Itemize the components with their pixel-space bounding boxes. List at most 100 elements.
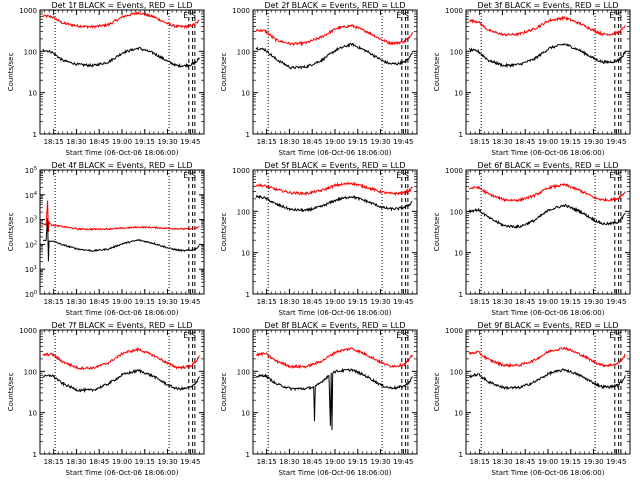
flag-label: E (609, 331, 614, 340)
x-tick-label: 19:45 (606, 138, 626, 146)
x-tick-label: 19:15 (348, 458, 368, 466)
x-tick-label: 19:45 (180, 298, 200, 306)
x-tick-label: 18:30 (66, 458, 86, 466)
lld-series-line (468, 182, 626, 203)
y-tick-label: 100 (237, 208, 250, 216)
x-axis-label: Start Time (06-Oct-06 18:06:00) (66, 469, 179, 477)
y-axis-label: Counts/sec (7, 213, 15, 252)
y-tick-label: 1 (246, 451, 250, 459)
y-tick-label: 10 (454, 90, 463, 98)
x-tick-label: 19:45 (180, 458, 200, 466)
x-axis-label: Start Time (06-Oct-06 18:06:00) (279, 469, 392, 477)
x-tick-label: 18:15 (470, 138, 490, 146)
y-axis-label: Counts/sec (220, 373, 228, 412)
y-tick-label: 105 (25, 166, 37, 175)
plot-frame (252, 169, 418, 295)
x-tick-label: 18:45 (89, 298, 109, 306)
y-tick-label: 1000 (445, 7, 463, 15)
plot-title: Det 4f BLACK = Events, RED = LLD (51, 161, 192, 170)
x-axis-label: Start Time (06-Oct-06 18:06:00) (492, 309, 605, 317)
y-tick-label: 1 (246, 291, 250, 299)
lld-series-line (255, 24, 413, 47)
y-axis-label: Counts/sec (7, 373, 15, 412)
x-tick-label: 19:30 (370, 138, 390, 146)
x-tick-label: 19:00 (538, 458, 558, 466)
x-tick-label: 18:15 (257, 298, 277, 306)
detector-plot-6: Det 6f BLACK = Events, RED = LLD 1 10 100 10… (433, 161, 631, 317)
x-tick-label: 19:30 (157, 138, 177, 146)
y-tick-label: 100 (450, 48, 463, 56)
plot-frame (465, 9, 631, 135)
x-tick-label: 19:30 (583, 458, 603, 466)
y-tick-label: 10 (241, 90, 250, 98)
lld-series-line (255, 181, 413, 197)
y-tick-label: 10 (454, 410, 463, 418)
x-tick-label: 19:30 (157, 298, 177, 306)
x-tick-label: 19:15 (561, 298, 581, 306)
plot-frame (252, 329, 418, 455)
x-axis-label: Start Time (06-Oct-06 18:06:00) (279, 149, 392, 157)
detector-plot-4: Det 4f BLACK = Events, RED = LLD 100 101 10… (7, 161, 205, 317)
x-tick-label: 19:30 (583, 298, 603, 306)
y-tick-label: 1000 (19, 7, 37, 15)
flag-label: S (191, 11, 196, 20)
events-series-line (255, 42, 413, 70)
y-tick-label: 1 (459, 291, 463, 299)
x-axis-label: Start Time (06-Oct-06 18:06:00) (66, 149, 179, 157)
x-tick-label: 19:00 (112, 458, 132, 466)
events-series-line (42, 218, 200, 262)
x-axis-label: Start Time (06-Oct-06 18:06:00) (492, 149, 605, 157)
detector-plot-5: Det 5f BLACK = Events, RED = LLD 1 10 100 10… (220, 161, 418, 317)
lld-series-line (468, 15, 626, 37)
plot-title: Det 3f BLACK = Events, RED = LLD (477, 1, 618, 10)
events-series-line (255, 194, 413, 213)
y-tick-label: 100 (450, 368, 463, 376)
y-tick-label: 10 (241, 410, 250, 418)
x-tick-label: 18:30 (492, 138, 512, 146)
x-tick-label: 18:30 (66, 138, 86, 146)
x-tick-label: 18:15 (44, 298, 64, 306)
y-tick-label: 100 (237, 48, 250, 56)
x-tick-label: 18:15 (470, 458, 490, 466)
x-tick-label: 19:45 (393, 138, 413, 146)
detector-plot-9: Det 9f BLACK = Events, RED = LLD 1 10 100 10… (433, 321, 631, 477)
plot-title: Det 8f BLACK = Events, RED = LLD (264, 321, 405, 330)
events-series-line (468, 203, 626, 230)
y-tick-label: 1000 (232, 7, 250, 15)
x-tick-label: 18:30 (492, 298, 512, 306)
y-tick-label: 10 (241, 250, 250, 258)
flag-label: S (404, 11, 409, 20)
y-tick-label: 100 (25, 290, 37, 299)
y-axis-label: Counts/sec (7, 53, 15, 92)
x-tick-label: 19:00 (112, 138, 132, 146)
plot-title: Det 5f BLACK = Events, RED = LLD (264, 161, 405, 170)
x-tick-label: 19:00 (538, 138, 558, 146)
x-tick-label: 18:15 (257, 138, 277, 146)
x-tick-label: 18:45 (302, 458, 322, 466)
x-tick-label: 18:45 (302, 298, 322, 306)
events-series-line (42, 368, 200, 394)
flag-label: E (396, 11, 401, 20)
x-tick-label: 18:45 (89, 458, 109, 466)
events-series-line (469, 368, 626, 391)
flag-label: S (191, 331, 196, 340)
x-tick-label: 18:30 (279, 458, 299, 466)
y-tick-label: 1000 (445, 167, 463, 175)
events-series-line (42, 46, 200, 69)
detector-plot-8: Det 8f BLACK = Events, RED = LLD 1 10 100 10… (220, 321, 418, 477)
x-tick-label: 19:00 (325, 138, 345, 146)
events-series-line (468, 43, 626, 68)
y-axis-label: Counts/sec (433, 373, 441, 412)
y-axis-label: Counts/sec (433, 213, 441, 252)
y-tick-label: 100 (237, 368, 250, 376)
x-tick-label: 19:00 (325, 458, 345, 466)
y-tick-label: 10 (28, 90, 37, 98)
flag-label: E (183, 331, 188, 340)
y-tick-label: 1 (33, 131, 37, 139)
detector-plot-1: Det 1f BLACK = Events, RED = LLD 1 10 100 10… (7, 1, 205, 157)
x-tick-label: 19:15 (561, 458, 581, 466)
plot-title: Det 1f BLACK = Events, RED = LLD (51, 1, 192, 10)
x-tick-label: 19:30 (583, 138, 603, 146)
x-tick-label: 19:00 (112, 298, 132, 306)
y-tick-label: 1000 (445, 327, 463, 335)
